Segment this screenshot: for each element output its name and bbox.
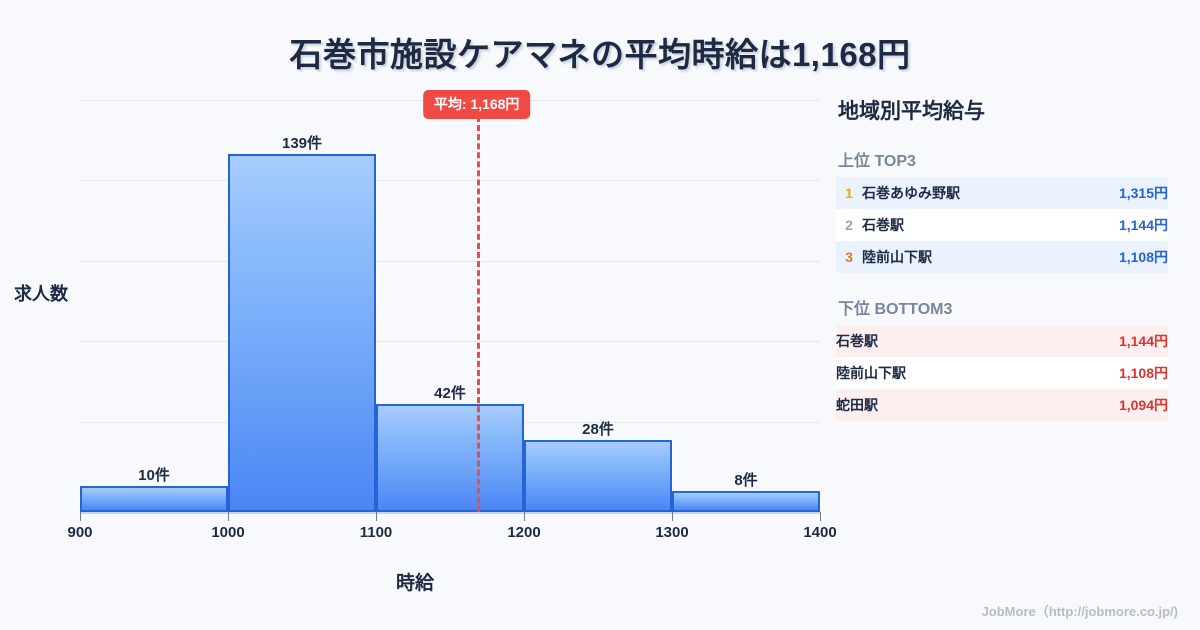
station-name: 蛇田駅 xyxy=(836,397,878,413)
top3-row[interactable]: 3 陸前山下駅 1,108円 xyxy=(836,241,1168,273)
bar-value-label: 139件 xyxy=(281,135,323,153)
top3-heading: 上位 TOP3 xyxy=(838,153,916,170)
x-axis-tick-label: 1100 xyxy=(359,524,393,541)
bottom3-row[interactable]: 陸前山下駅 1,108円 xyxy=(836,357,1168,389)
station-wage: 1,094円 xyxy=(1118,397,1168,413)
histogram-chart: 求人数 10件 139件 42件 28件 8件 900 1000 1100 1200 1300 14… xyxy=(0,90,837,600)
x-axis-baseline xyxy=(80,512,820,514)
average-badge: 平均: 1,168円 xyxy=(422,90,531,119)
rank-number: 2 xyxy=(845,217,853,233)
histogram-bar xyxy=(80,486,228,512)
x-axis-tick-label: 1000 xyxy=(211,524,245,541)
plot-area: 10件 139件 42件 28件 8件 900 1000 1100 1200 1300 1400 平均… xyxy=(67,90,837,541)
gridline xyxy=(80,261,820,262)
top3-row[interactable]: 2 石巻駅 1,144円 xyxy=(836,209,1168,241)
page-title: 石巻市施設ケアマネの平均時給は1,168円 xyxy=(289,36,911,73)
rank-number: 1 xyxy=(845,185,853,201)
average-line xyxy=(476,116,480,512)
gridline xyxy=(80,180,820,181)
x-axis-tick-label: 1300 xyxy=(655,524,689,541)
station-wage: 1,144円 xyxy=(1118,217,1168,233)
x-axis-tick xyxy=(80,512,81,521)
bottom3-heading: 下位 BOTTOM3 xyxy=(838,301,953,318)
bottom3-row[interactable]: 蛇田駅 1,094円 xyxy=(836,389,1168,421)
footer-attribution: JobMore（http://jobmore.co.jp/) xyxy=(981,604,1178,619)
station-wage: 1,144円 xyxy=(1118,333,1168,349)
histogram-bar xyxy=(672,491,820,512)
station-wage: 1,108円 xyxy=(1118,249,1168,265)
x-axis-tick xyxy=(524,512,525,521)
station-name: 石巻駅 xyxy=(862,217,904,233)
bar-value-label: 42件 xyxy=(434,384,466,402)
x-axis-tick xyxy=(228,512,229,521)
top3-row[interactable]: 1 石巻あゆみ野駅 1,315円 xyxy=(836,177,1168,209)
x-axis-tick xyxy=(672,512,673,521)
station-name: 陸前山下駅 xyxy=(862,249,932,265)
sidebar-title: 地域別平均給与 xyxy=(838,100,985,123)
bar-value-label: 8件 xyxy=(734,472,758,490)
x-axis-tick-label: 900 xyxy=(67,524,93,541)
bar-value-label: 10件 xyxy=(138,467,170,485)
gridline xyxy=(80,341,820,342)
rank-number: 3 xyxy=(845,249,853,265)
y-axis-title: 求人数 xyxy=(14,284,68,304)
station-wage: 1,108円 xyxy=(1118,365,1168,381)
x-axis-tick xyxy=(376,512,377,521)
top3-table: 1 石巻あゆみ野駅 1,315円 2 石巻駅 1,144円 3 陸前山下駅 1,108円 xyxy=(836,177,1168,273)
station-name: 石巻駅 xyxy=(836,333,878,349)
x-axis-tick-label: 1200 xyxy=(507,524,541,541)
x-axis-tick-label: 1400 xyxy=(803,524,837,541)
bottom3-table: 石巻駅 1,144円陸前山下駅 1,108円蛇田駅 1,094円 xyxy=(836,325,1168,421)
bar-value-label: 28件 xyxy=(582,420,614,438)
histogram-bar xyxy=(524,439,672,512)
x-axis-title: 時給 xyxy=(395,573,434,594)
regional-salary-sidebar: 地域別平均給与 上位 TOP3 1 石巻あゆみ野駅 1,315円 2 石巻駅 1,144円… xyxy=(836,95,1168,443)
histogram-bar xyxy=(228,154,376,512)
x-axis-tick xyxy=(820,512,821,521)
station-name: 陸前山下駅 xyxy=(836,365,906,381)
bottom3-row[interactable]: 石巻駅 1,144円 xyxy=(836,325,1168,357)
histogram-bar xyxy=(376,403,524,512)
station-wage: 1,315円 xyxy=(1118,185,1168,201)
station-name: 石巻あゆみ野駅 xyxy=(862,185,960,201)
